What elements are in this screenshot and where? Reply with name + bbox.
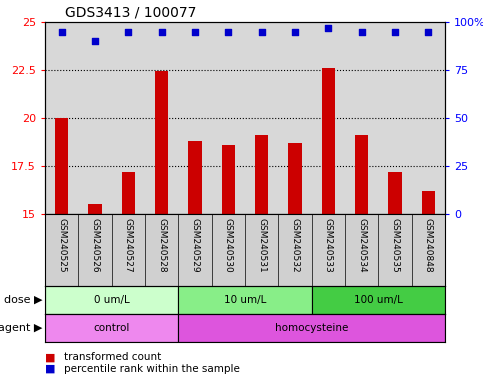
Bar [45,286,178,314]
Text: transformed count: transformed count [64,353,162,362]
Text: GSM240532: GSM240532 [290,218,299,272]
Text: GSM240848: GSM240848 [424,218,433,272]
Text: dose ▶: dose ▶ [4,295,43,305]
Text: agent ▶: agent ▶ [0,323,43,333]
Point [58,28,66,35]
Bar [422,191,435,214]
Text: percentile rank within the sample: percentile rank within the sample [64,364,240,374]
Bar [55,118,68,214]
Text: ■: ■ [45,353,56,362]
Bar [355,135,369,214]
Text: GSM240533: GSM240533 [324,218,333,272]
Text: 0 um/L: 0 um/L [94,295,129,305]
Text: GSM240526: GSM240526 [90,218,99,272]
Text: ■: ■ [45,364,56,374]
Point [425,28,432,35]
Point [325,25,332,31]
Point [91,38,99,44]
Point [225,28,232,35]
Text: GSM240530: GSM240530 [224,218,233,272]
Bar [388,172,402,214]
Text: GSM240531: GSM240531 [257,218,266,272]
Text: GSM240528: GSM240528 [157,218,166,272]
Text: control: control [94,323,130,333]
Text: GSM240525: GSM240525 [57,218,66,272]
Point [125,28,132,35]
Text: GSM240527: GSM240527 [124,218,133,272]
Bar [88,204,101,214]
Bar [312,286,445,314]
Point [258,28,266,35]
Bar [288,143,302,214]
Bar [255,135,269,214]
Point [358,28,366,35]
Text: GSM240529: GSM240529 [190,218,199,272]
Text: GSM240534: GSM240534 [357,218,366,272]
Point [391,28,399,35]
Point [191,28,199,35]
Text: homocysteine: homocysteine [275,323,348,333]
Text: 10 um/L: 10 um/L [224,295,266,305]
Text: GDS3413 / 100077: GDS3413 / 100077 [65,5,197,20]
Bar [222,145,235,214]
Bar [45,314,178,342]
Bar [322,68,335,214]
Text: 100 um/L: 100 um/L [354,295,403,305]
Bar [155,71,169,214]
Bar [178,314,445,342]
Bar [122,172,135,214]
Bar [188,141,202,214]
Point [291,28,299,35]
Bar [178,286,312,314]
Point [158,28,166,35]
Text: GSM240535: GSM240535 [390,218,399,272]
